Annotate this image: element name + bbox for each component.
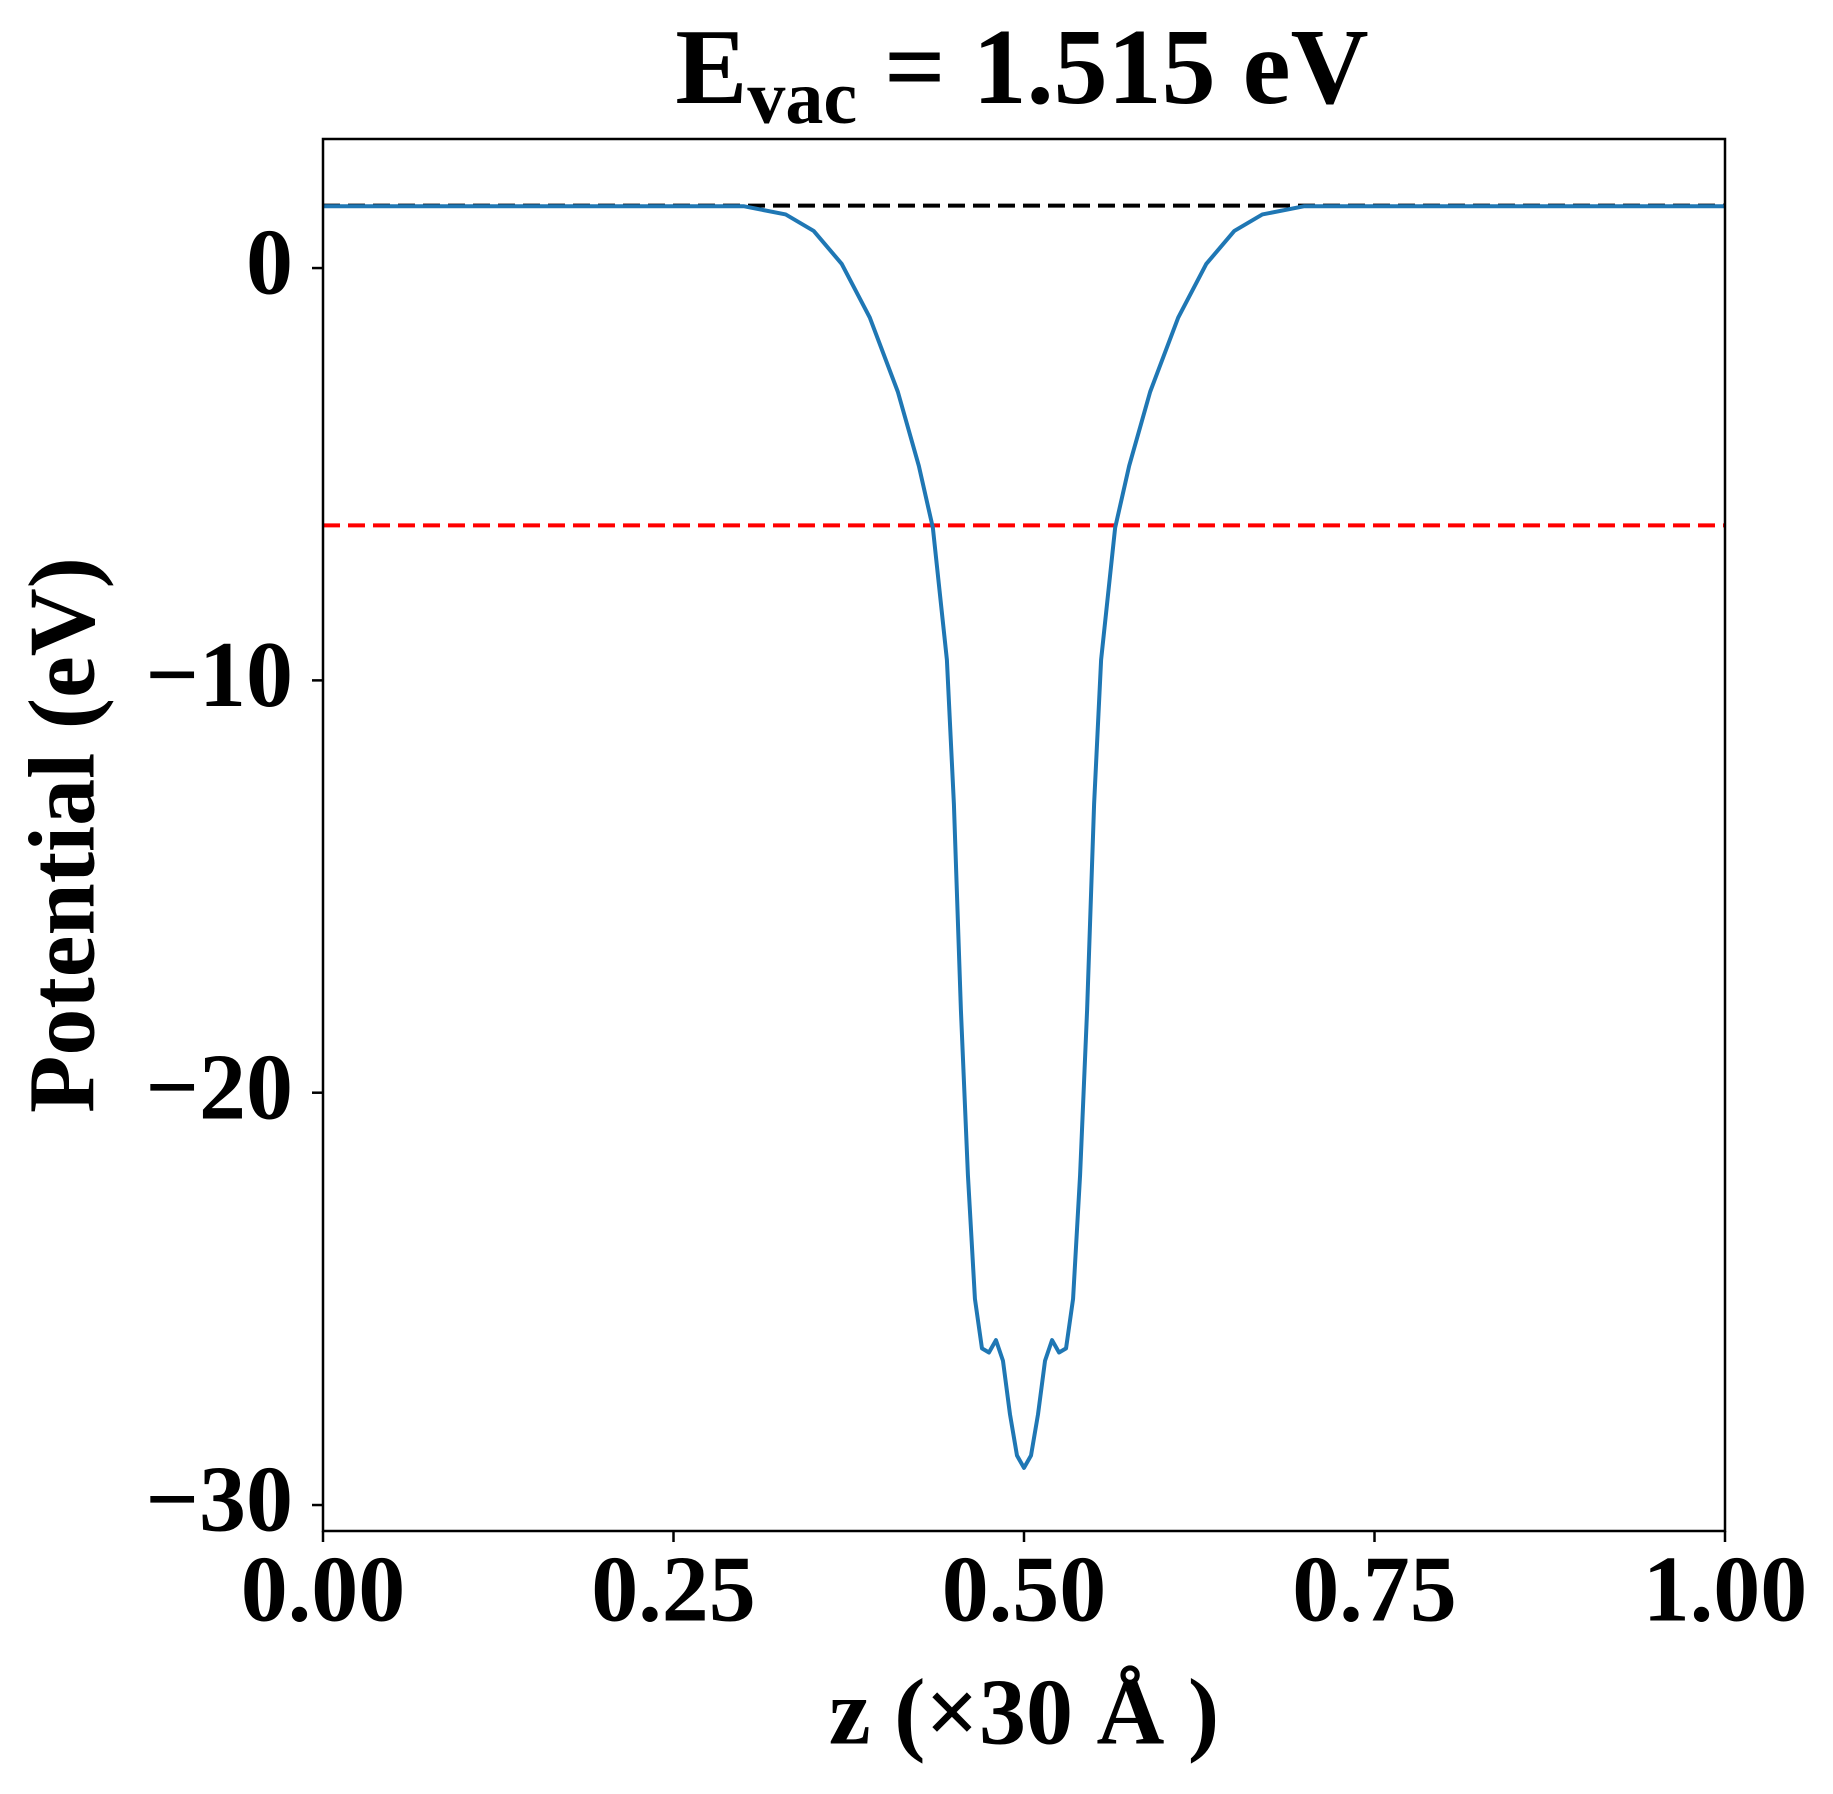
title-main: E — [675, 8, 747, 127]
x-axis-label: z (×30 Å ) — [829, 1661, 1219, 1765]
chart-title: Evac = 1.515 eV — [675, 8, 1368, 141]
x-tick-label: 0.00 — [241, 1538, 406, 1642]
x-tick-label: 0.25 — [591, 1538, 756, 1642]
data-line — [323, 204, 1725, 1470]
plot-frame — [321, 137, 1727, 1533]
x-tick-label: 1.00 — [1643, 1538, 1808, 1642]
x-tick-label: 0.75 — [1292, 1538, 1457, 1642]
y-tick-label: −30 — [145, 1448, 293, 1552]
y-axis-label: Potential (eV) — [11, 557, 115, 1113]
title-subscript: vac — [747, 56, 857, 140]
y-tick-label: −10 — [145, 623, 293, 727]
x-tick-label: 0.50 — [942, 1538, 1107, 1642]
y-tick-label: −20 — [145, 1035, 293, 1139]
y-tick-label: 0 — [246, 211, 293, 315]
title-suffix: = 1.515 eV — [857, 8, 1368, 127]
